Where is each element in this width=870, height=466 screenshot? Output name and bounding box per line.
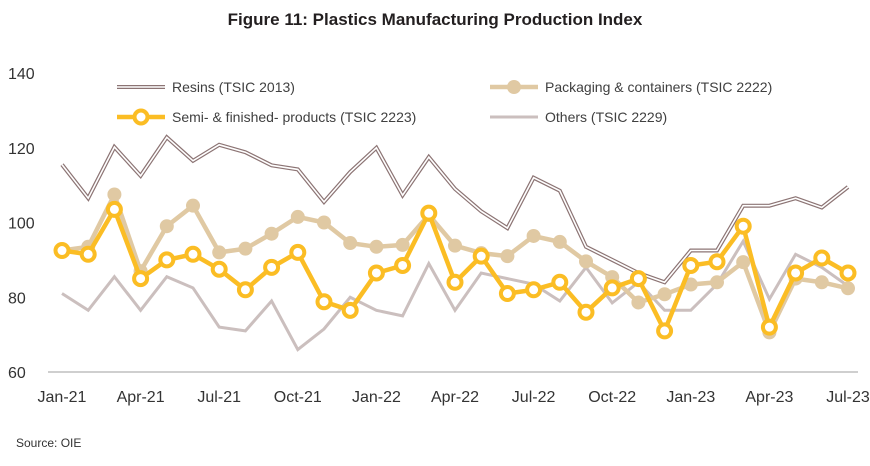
legend-item: Semi- & finished- products (TSIC 2223)	[117, 108, 416, 126]
data-point	[186, 198, 200, 213]
data-point	[841, 281, 855, 296]
y-tick-label: 100	[8, 216, 35, 233]
legend-marker	[132, 108, 150, 126]
data-point	[552, 234, 567, 249]
data-point	[657, 287, 672, 302]
data-point	[315, 293, 333, 311]
data-point	[448, 238, 462, 253]
data-point	[813, 249, 831, 267]
data-point	[577, 303, 595, 321]
legend-label: Packaging & containers (TSIC 2222)	[545, 79, 772, 95]
series-line-inner	[61, 136, 849, 284]
y-tick-label: 140	[8, 66, 35, 83]
legend-label: Others (TSIC 2229)	[545, 109, 667, 125]
data-point	[500, 249, 515, 264]
legend: Resins (TSIC 2013) Semi- & finished- prod…	[117, 79, 772, 126]
legend-item: Packaging & containers (TSIC 2222)	[490, 79, 772, 95]
data-point	[369, 239, 384, 254]
data-point	[656, 322, 674, 340]
data-point	[367, 264, 385, 282]
data-point	[158, 251, 176, 269]
legend-marker	[507, 80, 521, 94]
source-note: Source: OIE	[16, 436, 82, 450]
data-point	[53, 242, 71, 260]
data-point	[317, 215, 331, 230]
data-point	[710, 275, 724, 290]
data-point	[498, 285, 516, 303]
data-point	[683, 277, 698, 292]
data-point	[238, 241, 253, 256]
legend-label: Resins (TSIC 2013)	[172, 79, 295, 95]
data-point	[132, 270, 150, 288]
x-tick-label: Oct-22	[588, 389, 636, 406]
series-resins	[60, 134, 850, 285]
data-point	[734, 217, 752, 235]
data-point	[551, 273, 569, 291]
y-tick-label: 60	[8, 365, 26, 382]
data-point	[236, 281, 254, 299]
x-tick-label: Apr-22	[431, 389, 479, 406]
data-point	[289, 243, 307, 261]
data-point	[184, 245, 202, 263]
x-tick-label: Jul-21	[197, 389, 241, 406]
data-point	[105, 200, 123, 218]
legend-item: Resins (TSIC 2013)	[117, 79, 295, 95]
data-point	[343, 236, 358, 251]
data-point	[631, 295, 646, 310]
data-point	[814, 275, 829, 290]
series-semi	[53, 200, 857, 340]
x-tick-label: Jul-22	[512, 389, 556, 406]
data-point	[341, 301, 359, 319]
series-packaging	[55, 187, 855, 340]
data-point	[579, 254, 593, 269]
y-tick-label: 120	[8, 141, 35, 158]
data-point	[395, 237, 410, 252]
chart-title: Figure 11: Plastics Manufacturing Produc…	[227, 10, 643, 29]
x-tick-label: Oct-21	[274, 389, 322, 406]
axis-layer: 60 80 100 120 140 Jan-21 Apr-21 Jul-21 Oct-21 Jan…	[8, 66, 870, 406]
legend-item: Others (TSIC 2229)	[490, 109, 667, 125]
x-tick-label: Jan-22	[352, 389, 401, 406]
data-point	[107, 187, 122, 202]
data-point	[526, 228, 541, 243]
data-point	[603, 279, 621, 297]
data-point	[787, 264, 805, 282]
data-point	[525, 281, 543, 299]
data-point	[736, 255, 751, 270]
x-tick-label: Apr-21	[117, 389, 165, 406]
x-tick-label: Jul-23	[826, 389, 870, 406]
x-tick-label: Jan-21	[38, 389, 87, 406]
y-tick-label: 80	[8, 290, 26, 307]
data-point	[708, 253, 726, 271]
data-point	[839, 264, 857, 282]
data-point	[394, 256, 412, 274]
x-tick-label: Apr-23	[745, 389, 793, 406]
data-point	[420, 204, 438, 222]
data-point	[263, 258, 281, 276]
data-point	[264, 226, 279, 241]
data-point	[472, 247, 490, 265]
data-point	[159, 219, 174, 234]
data-point	[79, 245, 97, 263]
legend-label: Semi- & finished- products (TSIC 2223)	[172, 109, 416, 125]
data-point	[682, 256, 700, 274]
data-point	[212, 245, 227, 260]
data-point	[446, 273, 464, 291]
data-point	[290, 209, 305, 224]
data-point	[629, 270, 647, 288]
data-point	[760, 318, 778, 336]
data-point	[210, 260, 228, 278]
series-layer	[53, 134, 857, 352]
x-tick-label: Jan-23	[666, 389, 715, 406]
